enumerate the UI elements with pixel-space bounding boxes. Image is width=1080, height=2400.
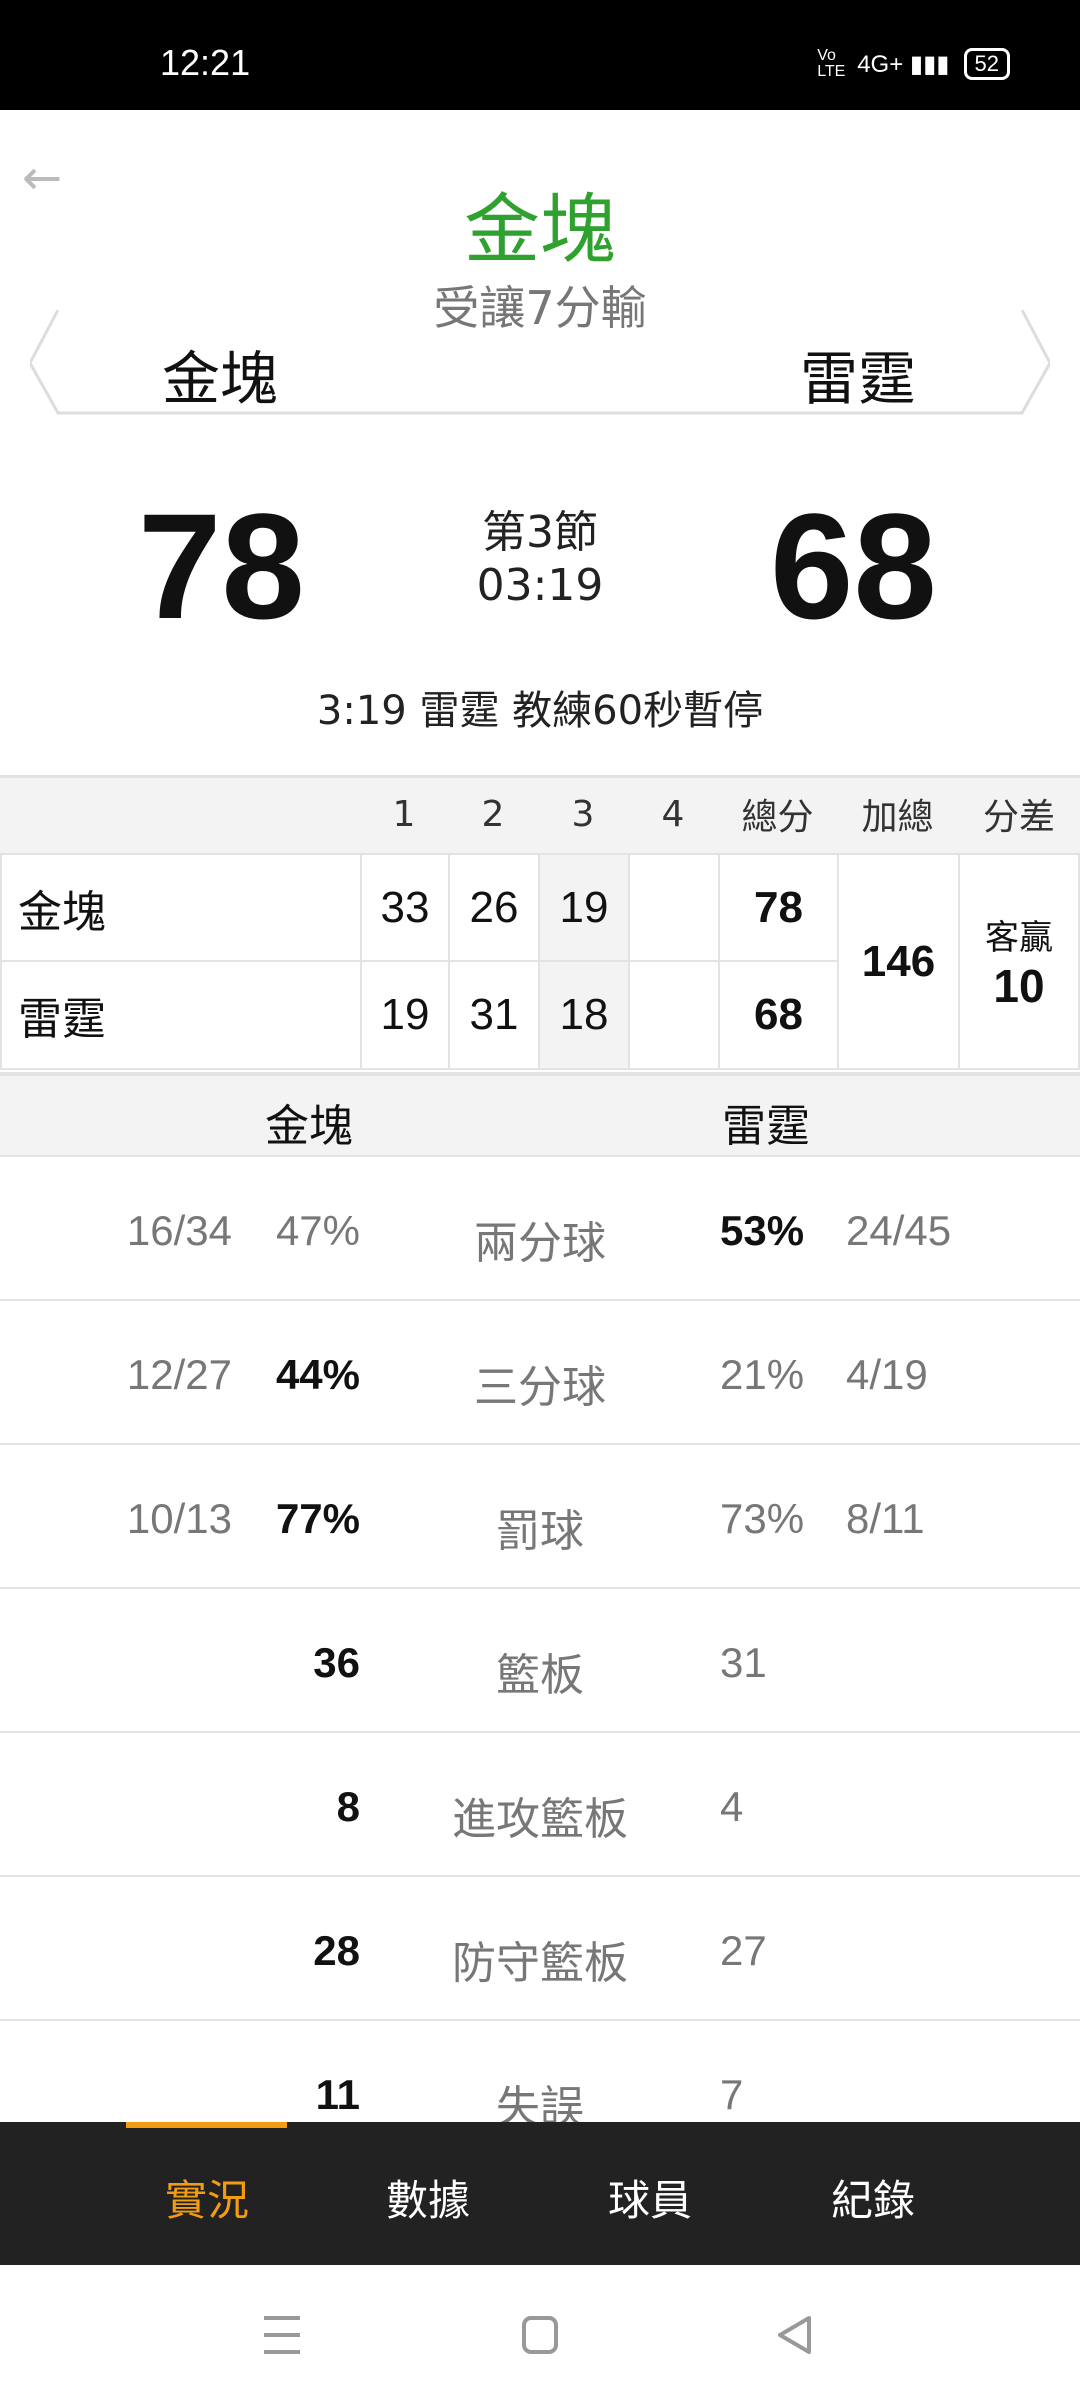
- status-icons: Vo LTE 4G+ ▮▮▮ 52: [817, 48, 1010, 80]
- point-diff: 客贏 10: [958, 853, 1080, 1070]
- header-q4: 4: [661, 793, 685, 835]
- home-made-attempts: 10/13: [126, 1495, 232, 1542]
- home-stat-value: 77%: [275, 1495, 360, 1542]
- bottom-tab-bar: 實況 數據 球員 紀錄: [0, 2122, 1080, 2265]
- score-cell: [628, 853, 720, 962]
- back-arrow-icon[interactable]: ←: [22, 150, 63, 206]
- score-cell: 33: [360, 853, 450, 962]
- home-team-name: 金塊: [162, 345, 279, 413]
- header-total: 總分: [741, 797, 814, 838]
- home-score: 78: [138, 482, 305, 650]
- home-stat-value: 44%: [275, 1351, 360, 1398]
- stat-label: 進攻籃板: [452, 1794, 628, 1845]
- total-cell: 68: [718, 960, 839, 1070]
- battery-icon: 52: [963, 48, 1010, 80]
- home-stat-value: 36: [313, 1639, 360, 1686]
- home-stat-value: 11: [315, 2071, 360, 2118]
- stat-label: 兩分球: [474, 1218, 606, 1269]
- score-cell: 19: [538, 853, 630, 962]
- tab-live[interactable]: 實況: [164, 2176, 249, 2225]
- stat-row: 12/27 44% 三分球 21% 4/19: [0, 1299, 1080, 1443]
- stat-label: 籃板: [496, 1650, 584, 1701]
- team-name: 金塊: [0, 853, 362, 962]
- home-stat-value: 47%: [275, 1207, 360, 1254]
- home-made-attempts: 12/27: [126, 1351, 232, 1398]
- stat-row: 28 防守籃板 27: [0, 1875, 1080, 2019]
- away-stat-value: 73%: [720, 1495, 805, 1542]
- tab-records[interactable]: 紀錄: [830, 2176, 915, 2225]
- away-team-name: 雷霆: [800, 345, 917, 413]
- stat-label: 防守籃板: [452, 1938, 628, 1989]
- score-cell: 19: [360, 960, 450, 1070]
- active-tab-indicator: [126, 2122, 287, 2128]
- header-sum: 加總: [861, 797, 934, 838]
- score-cell: [628, 960, 720, 1070]
- home-stat-value: 8: [336, 1783, 360, 1830]
- away-stat-value: 53%: [720, 1207, 805, 1254]
- total-cell: 78: [718, 853, 839, 962]
- combined-total: 146: [837, 853, 960, 1070]
- away-made-attempts: 4/19: [846, 1351, 928, 1398]
- diff-value: 10: [993, 960, 1045, 1012]
- stat-row: 8 進攻籃板 4: [0, 1731, 1080, 1875]
- menu-icon[interactable]: [262, 2315, 302, 2355]
- header-q2: 2: [481, 793, 505, 835]
- tab-players[interactable]: 球員: [607, 2176, 692, 2225]
- game-clock: 03:19: [476, 560, 604, 611]
- away-stat-value: 7: [720, 2071, 744, 2118]
- status-time: 12:21: [160, 42, 251, 83]
- system-nav-bar: [0, 2265, 1080, 2400]
- header-q1: 1: [392, 793, 416, 835]
- stat-row: 16/34 47% 兩分球 53% 24/45: [0, 1155, 1080, 1299]
- status-bar: 12:21 Vo LTE 4G+ ▮▮▮ 52: [0, 0, 1080, 110]
- away-stat-value: 21%: [720, 1351, 805, 1398]
- tab-data[interactable]: 數據: [385, 2176, 470, 2225]
- home-made-attempts: 16/34: [126, 1207, 232, 1254]
- score-cell: 18: [538, 960, 630, 1070]
- spread-result: 受讓7分輸: [433, 281, 647, 335]
- stat-row: 10/13 77% 罰球 73% 8/11: [0, 1443, 1080, 1587]
- latest-event: 3:19 雷霆 教練60秒暫停: [316, 688, 764, 734]
- home-icon[interactable]: [521, 2315, 559, 2355]
- network-type: 4G+: [857, 50, 904, 78]
- diff-label: 客贏: [985, 919, 1053, 957]
- stat-row: 36 籃板 31: [0, 1587, 1080, 1731]
- signal-icon: 4G+ ▮▮▮: [857, 50, 950, 78]
- period: 第3節: [482, 507, 598, 558]
- stat-label: 三分球: [474, 1362, 606, 1413]
- header-q3: 3: [571, 793, 595, 835]
- score-cell: 26: [448, 853, 540, 962]
- back-icon[interactable]: [775, 2315, 815, 2355]
- box-score-table: 1 2 3 4 總分 加總 分差 金塊 33 26 19 78 雷霆 19 31…: [0, 775, 1080, 1072]
- away-made-attempts: 8/11: [846, 1495, 925, 1542]
- page-title: 金塊: [464, 185, 616, 274]
- team-banner: [30, 310, 1050, 415]
- stat-label: 罰球: [496, 1506, 584, 1557]
- stats-header: 金塊 雷霆: [0, 1072, 1080, 1156]
- header-diff: 分差: [982, 797, 1055, 838]
- score-cell: 31: [448, 960, 540, 1070]
- volte-icon: Vo LTE: [817, 47, 846, 80]
- away-stat-value: 31: [720, 1639, 767, 1686]
- home-stat-value: 28: [313, 1927, 360, 1974]
- team-name: 雷霆: [0, 960, 362, 1070]
- away-stat-value: 27: [720, 1927, 767, 1974]
- stats-away-team: 雷霆: [722, 1101, 810, 1152]
- away-stat-value: 4: [720, 1783, 744, 1830]
- away-made-attempts: 24/45: [846, 1207, 952, 1254]
- stats-home-team: 金塊: [265, 1101, 353, 1152]
- away-score: 68: [770, 482, 937, 650]
